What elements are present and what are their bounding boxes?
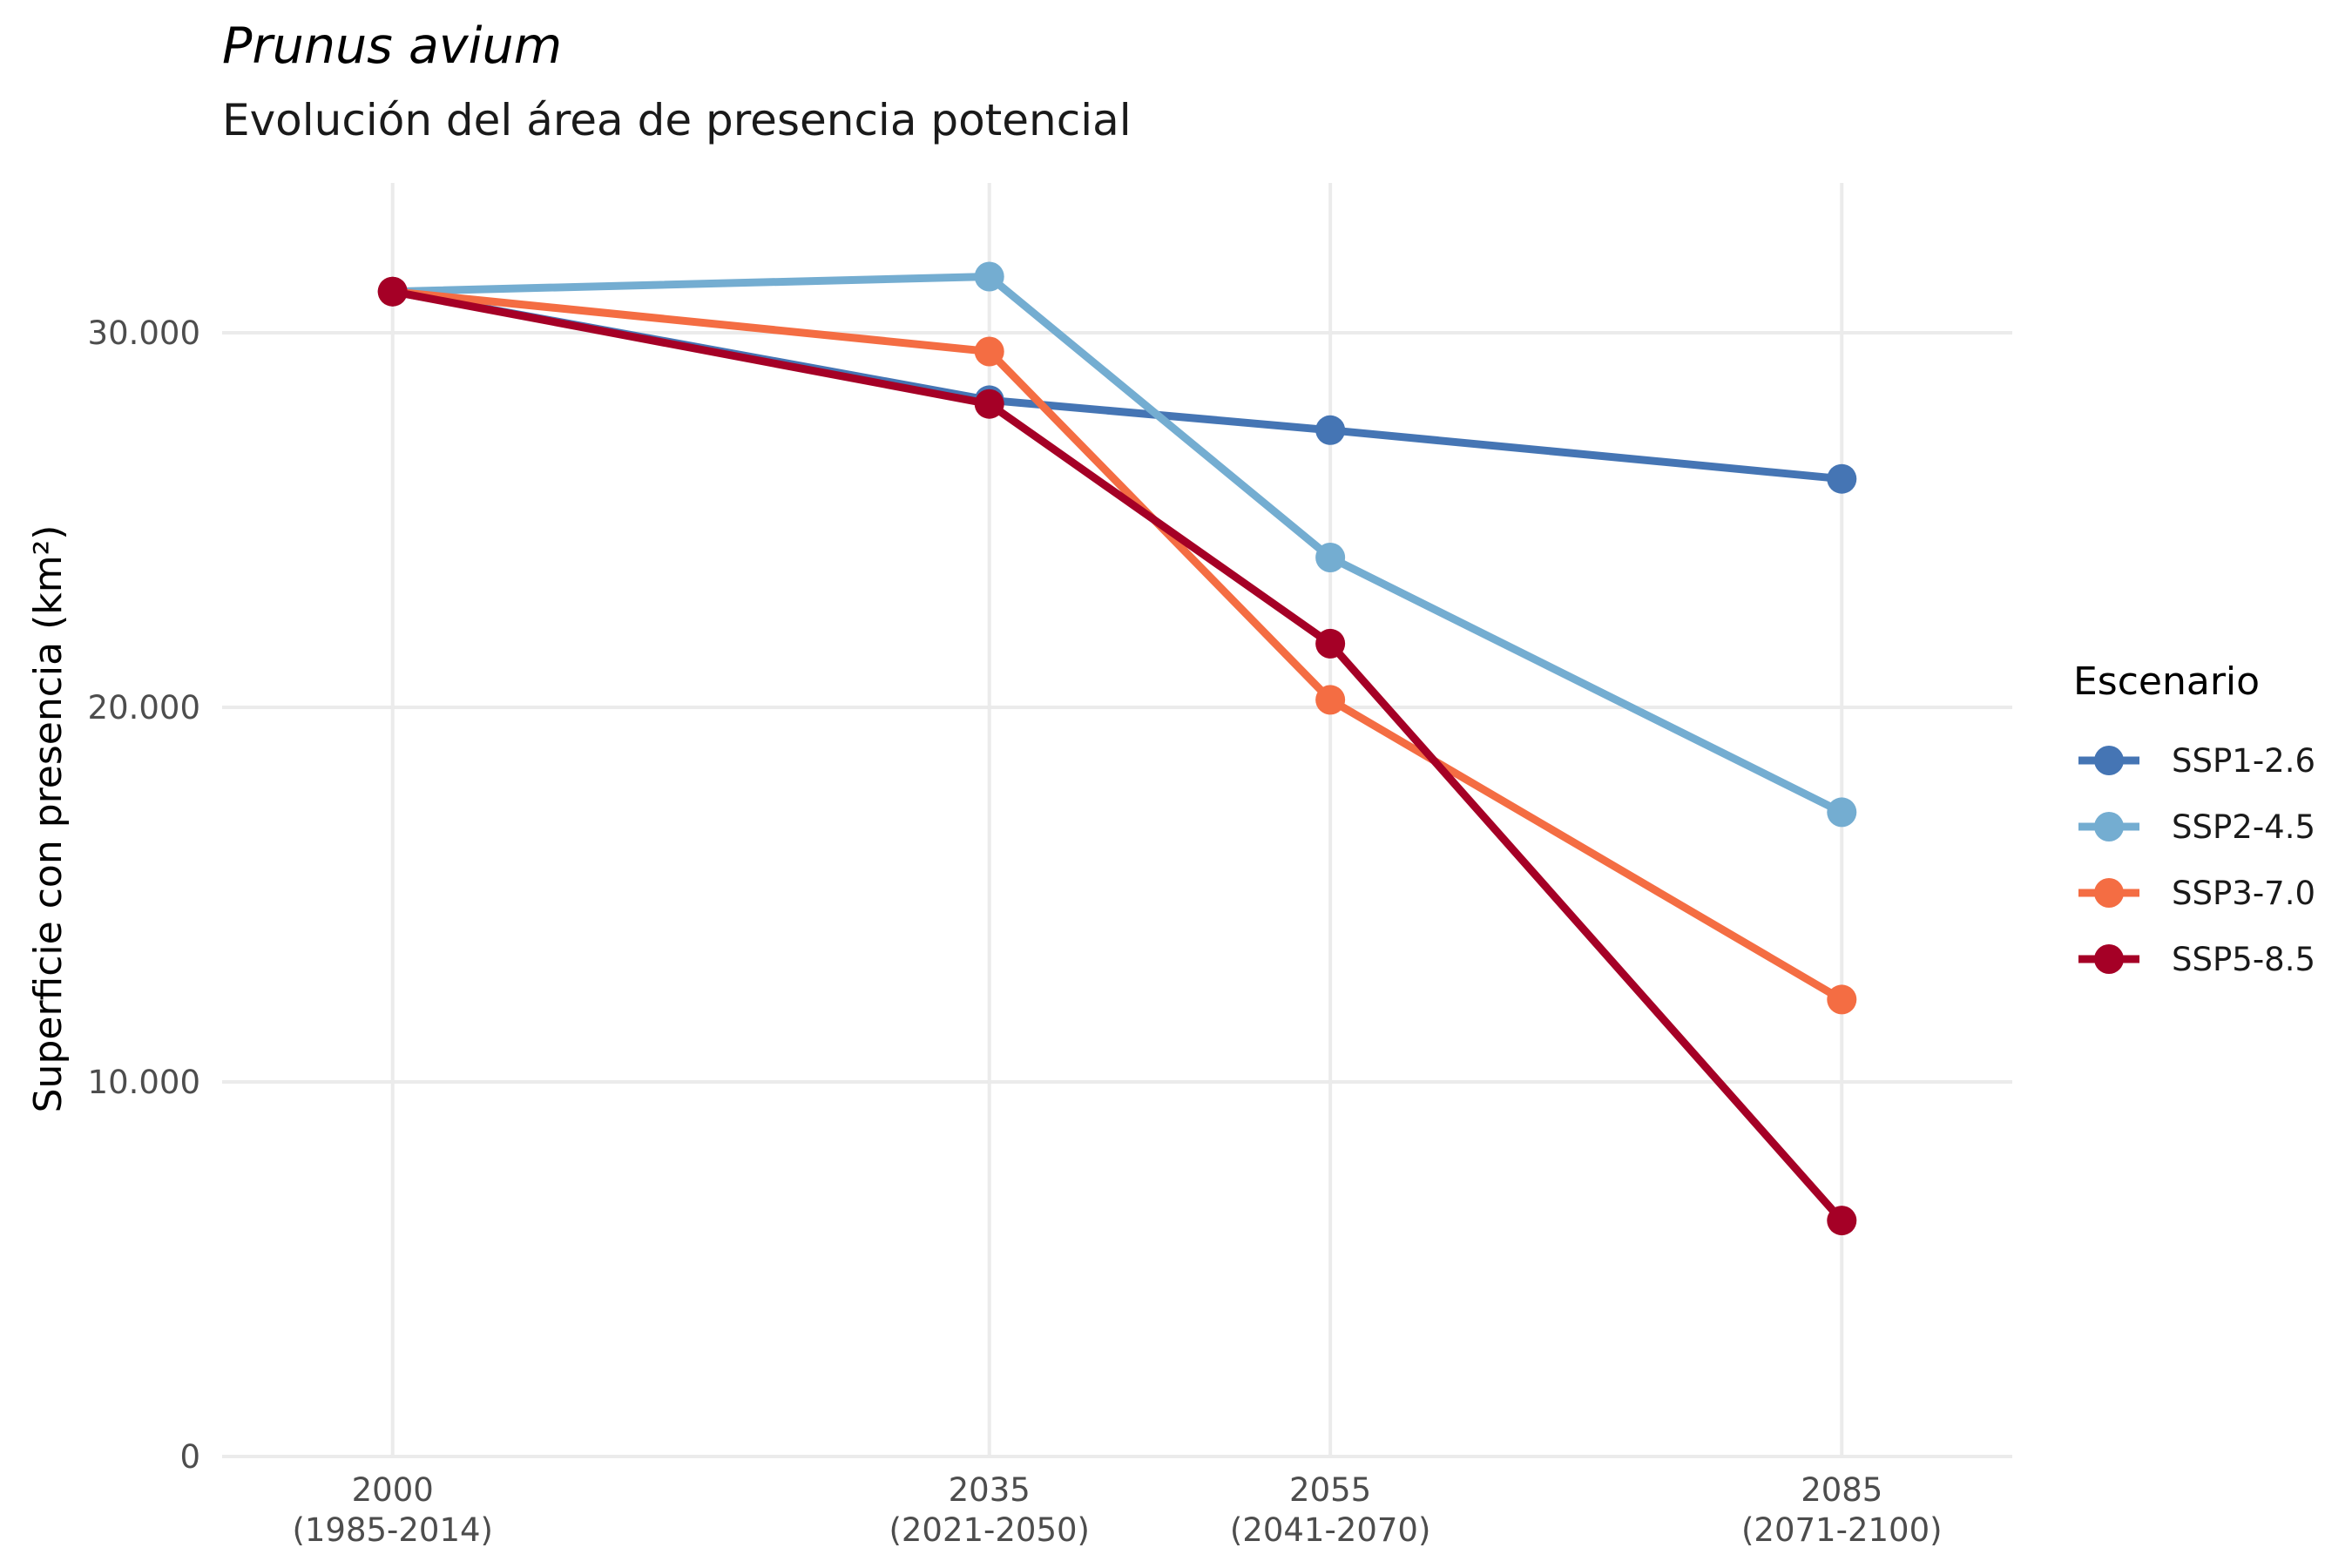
legend-label: SSP1-2.6 <box>2172 742 2315 780</box>
legend-item: SSP1-2.6 <box>2078 742 2315 780</box>
data-point <box>1315 685 1346 715</box>
legend-title: Escenario <box>2073 659 2260 704</box>
x-tick-label: 2000 <box>352 1471 434 1509</box>
legend-marker <box>2094 878 2124 908</box>
x-tick-label: 2035 <box>949 1471 1031 1509</box>
series-SSP3-7.0 <box>377 276 1857 1015</box>
data-point <box>1315 415 1346 445</box>
data-point <box>974 336 1004 367</box>
data-point <box>377 276 408 307</box>
legend-marker <box>2094 944 2124 974</box>
chart-subtitle: Evolución del área de presencia potencia… <box>222 95 1132 145</box>
gridlines <box>222 183 2012 1458</box>
data-point <box>1315 628 1346 659</box>
y-tick-label: 30.000 <box>88 314 200 352</box>
series-lines <box>377 261 1857 1236</box>
data-point <box>1315 543 1346 572</box>
x-tick-label: (2041-2070) <box>1230 1511 1431 1549</box>
y-tick-label: 20.000 <box>88 689 200 727</box>
series-line <box>389 287 1846 1004</box>
legend-label: SSP3-7.0 <box>2172 875 2315 912</box>
y-tick-label: 0 <box>179 1438 200 1476</box>
x-tick-label: (2071-2100) <box>1741 1511 1943 1549</box>
data-point <box>974 261 1004 292</box>
x-tick-label: (1985-2014) <box>292 1511 493 1549</box>
data-point <box>1827 984 1857 1015</box>
x-tick-label: (2021-2050) <box>889 1511 1090 1549</box>
x-tick-label: 2085 <box>1801 1471 1882 1509</box>
legend-item: SSP2-4.5 <box>2078 808 2315 846</box>
legend-item: SSP3-7.0 <box>2078 875 2315 912</box>
chart-title: Prunus avium <box>222 17 562 75</box>
series-line <box>389 273 1846 816</box>
legend-label: SSP5-8.5 <box>2172 941 2315 978</box>
y-axis-ticks: 0 10.000 20.000 30.000 <box>88 314 200 1476</box>
legend-item: SSP5-8.5 <box>2078 941 2315 978</box>
data-point <box>974 389 1004 419</box>
legend-label: SSP2-4.5 <box>2172 808 2315 846</box>
series-line <box>389 287 1846 1225</box>
y-tick-label: 10.000 <box>88 1064 200 1101</box>
data-point <box>1827 463 1857 494</box>
y-axis-label: Superficie con presencia (km²) <box>26 525 71 1113</box>
series-SSP2-4.5 <box>377 261 1857 828</box>
data-point <box>1827 797 1857 828</box>
legend-marker <box>2094 812 2124 841</box>
x-tick-label: 2055 <box>1289 1471 1371 1509</box>
legend: Escenario SSP1-2.6 SSP2-4.5 SSP3-7.0 SSP5-8… <box>2073 659 2315 978</box>
series-SSP5-8.5 <box>377 276 1857 1236</box>
x-axis-ticks: 2000(1985-2014) 2035(2021-2050) 2055(2041-… <box>292 1471 1942 1549</box>
data-point <box>1827 1206 1857 1236</box>
legend-marker <box>2094 746 2124 775</box>
legend-items: SSP1-2.6 SSP2-4.5 SSP3-7.0 SSP5-8.5 <box>2078 742 2315 978</box>
